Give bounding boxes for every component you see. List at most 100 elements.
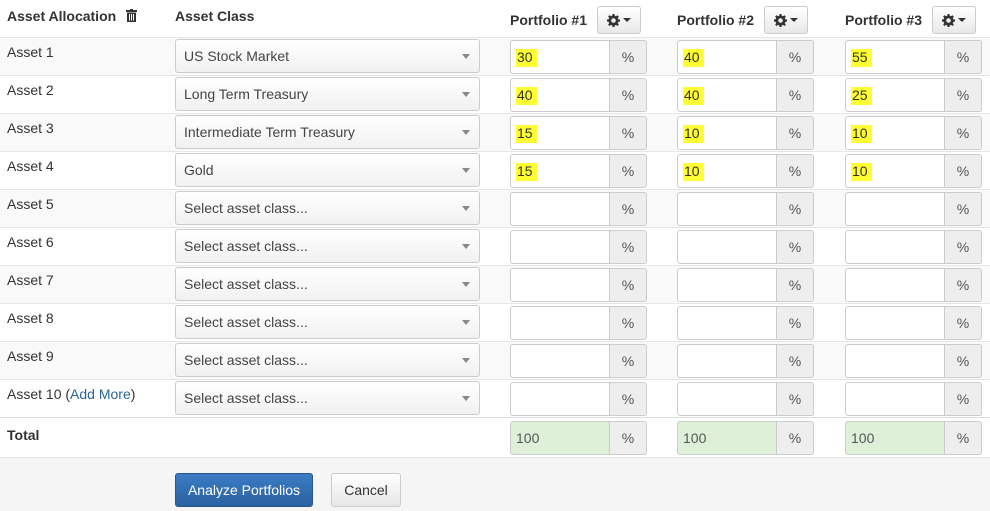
portfolio-1-percent-input[interactable] [510, 382, 610, 416]
portfolio-2-percent-input[interactable]: 10 [677, 154, 777, 188]
percent-addon: % [945, 268, 982, 302]
dropdown-arrow-icon [462, 282, 470, 287]
asset-class-value: Select asset class... [184, 314, 308, 330]
cancel-button[interactable]: Cancel [331, 473, 401, 507]
asset-row-label: Asset 9 [7, 348, 54, 364]
asset-label-text: Asset 2 [7, 82, 54, 98]
portfolio-2-percent-input[interactable]: 40 [677, 78, 777, 112]
asset-class-select[interactable]: Select asset class... [175, 229, 480, 263]
percent-addon: % [610, 116, 647, 150]
portfolio-3-label: Portfolio #3 [845, 12, 923, 28]
add-more-link[interactable]: Add More [70, 386, 131, 402]
portfolio-1-settings-button[interactable] [597, 6, 641, 34]
portfolio-2-percent-input[interactable]: 10 [677, 116, 777, 150]
percent-addon: % [777, 116, 814, 150]
table-row: Asset 4 Gold 15% 10% 10% [0, 151, 990, 190]
allocation-value: 40 [683, 49, 704, 65]
table-row: Asset 2 Long Term Treasury 40% 40% 25% [0, 75, 990, 114]
portfolio-2-percent-input[interactable] [677, 192, 777, 226]
asset-class-value: Long Term Treasury [184, 86, 309, 102]
portfolio-3-percent-input[interactable] [845, 344, 945, 378]
percent-addon: % [777, 306, 814, 340]
portfolio-2-percent-input[interactable]: 40 [677, 40, 777, 74]
table-header: Asset Allocation Asset Class Portfolio #… [0, 0, 990, 38]
portfolio-1-percent-input[interactable]: 30 [510, 40, 610, 74]
percent-addon: % [945, 78, 982, 112]
asset-class-select[interactable]: US Stock Market [175, 39, 480, 73]
percent-addon: % [610, 40, 647, 74]
asset-class-value: Intermediate Term Treasury [184, 124, 355, 140]
asset-class-select[interactable]: Select asset class... [175, 343, 480, 377]
dropdown-arrow-icon [462, 396, 470, 401]
portfolio-1-percent-input[interactable] [510, 306, 610, 340]
portfolio-3-percent-input[interactable] [845, 382, 945, 416]
portfolio-1-percent-input[interactable]: 15 [510, 154, 610, 188]
allocation-value: 15 [516, 163, 537, 179]
percent-addon: % [610, 154, 647, 188]
portfolio-1-percent-input[interactable]: 40 [510, 78, 610, 112]
table-row: Asset 1 US Stock Market 30% 40% 55% [0, 37, 990, 76]
asset-class-select[interactable]: Intermediate Term Treasury [175, 115, 480, 149]
portfolio-3-percent-input[interactable]: 55 [845, 40, 945, 74]
asset-class-select[interactable]: Select asset class... [175, 381, 480, 415]
asset-row-label: Asset 8 [7, 310, 54, 326]
allocation-value: 10 [683, 125, 704, 141]
percent-addon: % [610, 306, 647, 340]
percent-addon: % [945, 306, 982, 340]
asset-class-value: Select asset class... [184, 276, 308, 292]
asset-class-select[interactable]: Long Term Treasury [175, 77, 480, 111]
trash-icon[interactable] [126, 9, 138, 25]
percent-addon: % [610, 268, 647, 302]
asset-allocation-label: Asset Allocation [7, 8, 117, 24]
dropdown-arrow-icon [462, 168, 470, 173]
total-portfolio-1: 100 [510, 421, 610, 455]
portfolio-2-settings-button[interactable] [764, 6, 808, 34]
asset-label-text: Asset 8 [7, 310, 54, 326]
portfolio-1-percent-input[interactable] [510, 230, 610, 264]
asset-class-value: US Stock Market [184, 48, 290, 64]
allocation-value: 10 [851, 163, 872, 179]
asset-class-select[interactable]: Select asset class... [175, 191, 480, 225]
form-footer: Analyze Portfolios Cancel [0, 457, 990, 511]
portfolio-3-percent-input[interactable] [845, 192, 945, 226]
percent-addon: % [777, 421, 814, 455]
asset-label-text: Asset 4 [7, 158, 54, 174]
table-row: Asset 10 (Add More) Select asset class...… [0, 379, 990, 418]
portfolio-1-percent-input[interactable] [510, 268, 610, 302]
portfolio-1-percent-input[interactable] [510, 192, 610, 226]
asset-class-select[interactable]: Gold [175, 153, 480, 187]
asset-row-label: Asset 4 [7, 158, 54, 174]
percent-addon: % [610, 78, 647, 112]
analyze-portfolios-button[interactable]: Analyze Portfolios [175, 473, 313, 507]
allocation-value: 10 [851, 125, 872, 141]
portfolio-2-percent-input[interactable] [677, 230, 777, 264]
table-row: Asset 9 Select asset class...%%% [0, 341, 990, 380]
allocation-value: 10 [683, 163, 704, 179]
portfolio-3-percent-input[interactable]: 10 [845, 116, 945, 150]
percent-addon: % [945, 154, 982, 188]
portfolio-2-percent-input[interactable] [677, 382, 777, 416]
percent-addon: % [945, 382, 982, 416]
gear-icon [607, 13, 620, 27]
percent-addon: % [777, 382, 814, 416]
portfolio-1-percent-input[interactable]: 15 [510, 116, 610, 150]
allocation-value: 15 [516, 125, 537, 141]
portfolio-3-percent-input[interactable]: 25 [845, 78, 945, 112]
portfolio-2-percent-input[interactable] [677, 306, 777, 340]
portfolio-1-percent-input[interactable] [510, 344, 610, 378]
gear-icon [774, 13, 787, 27]
percent-addon: % [777, 230, 814, 264]
asset-class-value: Select asset class... [184, 352, 308, 368]
portfolio-3-percent-input[interactable] [845, 306, 945, 340]
portfolio-3-percent-input[interactable]: 10 [845, 154, 945, 188]
asset-label-text: Asset 7 [7, 272, 54, 288]
total-row: Total 100 % 100 % 100 % [0, 417, 990, 458]
asset-label-text: Asset 10 [7, 386, 62, 402]
portfolio-2-percent-input[interactable] [677, 344, 777, 378]
asset-class-select[interactable]: Select asset class... [175, 305, 480, 339]
asset-class-select[interactable]: Select asset class... [175, 267, 480, 301]
portfolio-3-percent-input[interactable] [845, 230, 945, 264]
portfolio-3-percent-input[interactable] [845, 268, 945, 302]
portfolio-3-settings-button[interactable] [932, 6, 976, 34]
portfolio-2-percent-input[interactable] [677, 268, 777, 302]
